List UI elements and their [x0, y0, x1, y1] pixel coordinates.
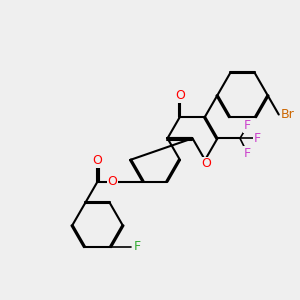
Text: O: O — [201, 157, 211, 170]
Text: O: O — [108, 175, 118, 188]
Text: Br: Br — [281, 108, 295, 121]
Text: F: F — [244, 147, 251, 160]
Text: F: F — [134, 240, 141, 253]
Text: F: F — [254, 132, 261, 145]
Text: F: F — [244, 119, 251, 132]
Text: O: O — [175, 89, 185, 102]
Text: O: O — [93, 154, 102, 167]
